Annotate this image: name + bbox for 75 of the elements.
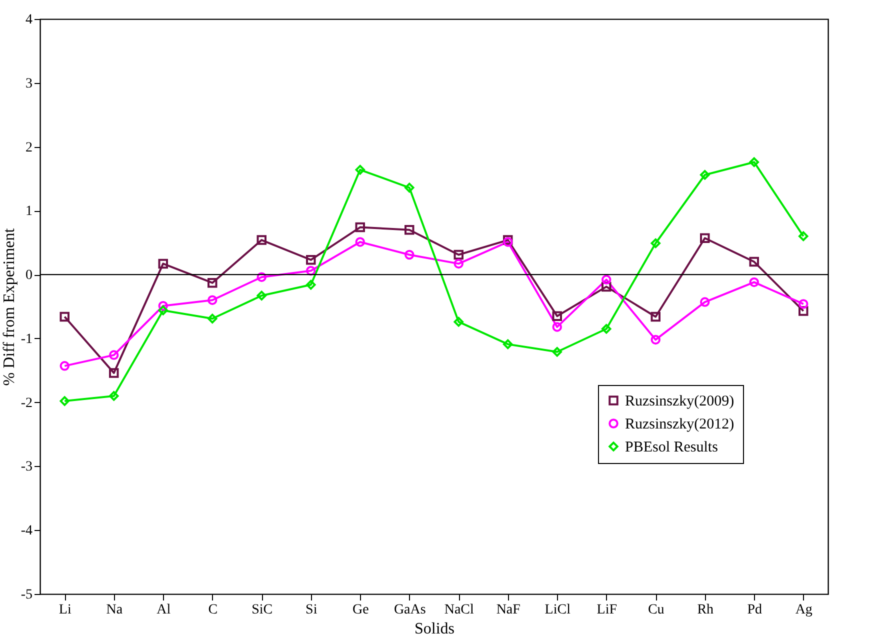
point xyxy=(158,258,168,269)
x-tick-label: Cu xyxy=(648,602,664,618)
y-tick-label: -5 xyxy=(20,588,32,602)
point xyxy=(552,322,562,332)
point xyxy=(404,250,414,260)
y-tick-label: -1 xyxy=(20,332,32,347)
point xyxy=(700,297,710,307)
legend-label: Ruzsinszky(2009) xyxy=(625,394,734,410)
y-tick-label: -4 xyxy=(20,524,32,539)
point xyxy=(749,277,759,288)
point xyxy=(650,238,660,248)
point xyxy=(355,222,365,232)
point xyxy=(60,396,70,406)
point xyxy=(109,391,119,401)
point xyxy=(404,224,414,235)
y-tick-label: -2 xyxy=(20,396,32,411)
point xyxy=(650,312,660,322)
x-tick-label: Si xyxy=(306,602,318,618)
point xyxy=(602,282,612,292)
x-tick-label: C xyxy=(208,602,218,618)
point xyxy=(256,290,266,301)
y-tick-label: 3 xyxy=(26,76,32,92)
x-tick-label: Rh xyxy=(697,602,714,618)
x-tick-label: Ag xyxy=(795,602,812,618)
point xyxy=(355,164,365,175)
x-tick-label: Al xyxy=(156,602,171,618)
x-tick-label: Ge xyxy=(352,602,369,618)
point xyxy=(798,306,808,316)
point xyxy=(306,266,316,276)
x-tick-label: NaF xyxy=(496,602,521,618)
x-tick-label: Na xyxy=(106,602,124,618)
y-tick-label: 0 xyxy=(26,268,32,284)
x-tick-label: Li xyxy=(58,602,72,618)
point xyxy=(256,272,266,282)
y-tick-label: -3 xyxy=(20,460,32,475)
point xyxy=(454,316,464,327)
point xyxy=(798,231,808,242)
point xyxy=(256,235,266,245)
y-tick-label: 1 xyxy=(26,204,32,220)
point xyxy=(454,258,464,269)
x-tick-label: Pd xyxy=(747,602,762,618)
point xyxy=(700,170,710,180)
point xyxy=(700,233,710,244)
point xyxy=(306,254,316,265)
point xyxy=(650,334,660,345)
point xyxy=(109,368,119,378)
point xyxy=(158,305,168,316)
point xyxy=(109,350,119,360)
legend-label: Ruzsinszky(2012) xyxy=(625,416,734,432)
point xyxy=(602,274,612,285)
point xyxy=(306,280,316,290)
point xyxy=(355,237,365,247)
point xyxy=(749,256,759,267)
point xyxy=(454,250,464,260)
x-tick-label: NaCl xyxy=(444,602,474,618)
point xyxy=(404,182,414,193)
point xyxy=(208,314,218,324)
point xyxy=(503,339,513,350)
point xyxy=(208,295,218,305)
x-axis-title: Solids xyxy=(414,620,455,638)
y-tick-label: 4 xyxy=(26,12,32,28)
point xyxy=(552,311,562,321)
y-tick-label: 2 xyxy=(26,140,32,156)
y-axis-title: % Diff from Experiment xyxy=(0,228,18,386)
x-tick-label: GaAs xyxy=(394,602,426,618)
point xyxy=(158,300,168,311)
x-tick-label: LiF xyxy=(596,602,618,618)
x-tick-label: LiCl xyxy=(544,602,571,618)
point xyxy=(749,157,759,167)
point xyxy=(552,346,562,357)
x-tick-label: SiC xyxy=(252,602,273,618)
point xyxy=(60,312,70,322)
point xyxy=(602,324,612,334)
point xyxy=(208,278,218,288)
legend-label: PBEsol Results xyxy=(625,440,718,456)
